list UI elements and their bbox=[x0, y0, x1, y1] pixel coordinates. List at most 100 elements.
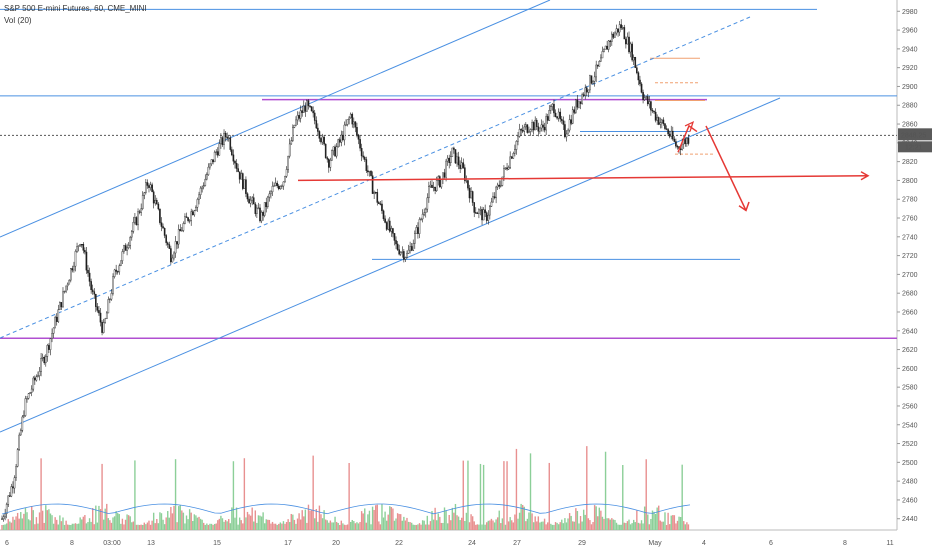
volume-bar bbox=[450, 520, 452, 530]
volume-bar bbox=[489, 520, 491, 530]
candle-body bbox=[27, 393, 30, 399]
volume-bar bbox=[420, 524, 422, 530]
candle-body bbox=[550, 106, 552, 111]
volume-bar bbox=[256, 522, 258, 530]
candle-body bbox=[87, 269, 89, 274]
candle-body bbox=[417, 227, 419, 234]
last-price-label: 2848.25 bbox=[901, 132, 926, 139]
candle-body bbox=[614, 32, 616, 38]
candle-body bbox=[537, 126, 540, 132]
volume-bar bbox=[301, 510, 303, 530]
volume-bar bbox=[406, 517, 408, 530]
candle-body bbox=[532, 122, 535, 131]
candle-body bbox=[256, 207, 258, 214]
volume-bar bbox=[648, 524, 651, 530]
candle-body bbox=[542, 124, 544, 128]
countdown-badge bbox=[898, 141, 932, 153]
candle-body bbox=[265, 202, 268, 208]
volume-bar bbox=[273, 523, 275, 530]
volume-bar bbox=[314, 518, 316, 530]
candle-body bbox=[363, 156, 366, 160]
candle-body bbox=[340, 134, 343, 143]
candle-body bbox=[82, 244, 85, 251]
volume-bar bbox=[35, 517, 38, 530]
volume-bar bbox=[295, 523, 297, 530]
volume-bar bbox=[565, 522, 568, 530]
candle-body bbox=[514, 149, 516, 154]
volume-bar bbox=[9, 521, 11, 530]
volume-bar bbox=[553, 524, 555, 530]
candle-body bbox=[464, 167, 466, 181]
volume-bar bbox=[32, 510, 34, 530]
candle-body bbox=[157, 203, 160, 210]
candle-body bbox=[407, 249, 410, 254]
candle-body bbox=[439, 176, 441, 188]
volume-bar bbox=[376, 504, 378, 530]
volume-bar bbox=[281, 523, 283, 530]
volume-bar bbox=[299, 519, 302, 530]
volume-bar bbox=[253, 521, 255, 530]
volume-bar bbox=[637, 522, 640, 530]
volume-bar bbox=[38, 512, 41, 530]
candle-body bbox=[5, 504, 8, 515]
candle-body bbox=[315, 120, 318, 129]
volume-bar bbox=[248, 514, 250, 530]
volume-bar bbox=[228, 519, 230, 530]
candle-body bbox=[43, 357, 46, 364]
volume-bar bbox=[48, 509, 50, 530]
candle-body bbox=[503, 168, 505, 178]
volume-bar bbox=[461, 517, 463, 530]
candle-body bbox=[501, 176, 504, 186]
volume-bar bbox=[370, 524, 372, 530]
volume-bar bbox=[328, 522, 330, 530]
candle-body bbox=[321, 136, 324, 143]
candle-body bbox=[529, 129, 532, 132]
volume-bar bbox=[478, 524, 480, 530]
candle-body bbox=[559, 111, 562, 120]
volume-bar bbox=[156, 519, 158, 530]
volume-bar bbox=[224, 520, 227, 530]
candle-body bbox=[601, 51, 604, 59]
candle-body bbox=[18, 434, 21, 450]
candle-body bbox=[104, 318, 106, 323]
volume-bar bbox=[578, 523, 580, 530]
volume-bar bbox=[623, 522, 626, 530]
candle-body bbox=[12, 486, 14, 489]
candle-body bbox=[140, 208, 142, 213]
candle-body bbox=[611, 33, 613, 42]
volume-bar bbox=[396, 513, 399, 530]
volume-bar bbox=[359, 521, 361, 530]
volume-bar bbox=[68, 524, 70, 530]
volume-bar bbox=[226, 521, 228, 530]
candle-body bbox=[212, 159, 214, 163]
candle-body bbox=[662, 119, 665, 124]
candle-body bbox=[168, 244, 171, 249]
candle-body bbox=[137, 211, 139, 226]
candle-body bbox=[80, 244, 83, 246]
candle-body bbox=[248, 198, 250, 204]
candle-body bbox=[654, 111, 657, 121]
volume-bar bbox=[515, 448, 518, 530]
volume-bar bbox=[437, 513, 439, 530]
candle-body bbox=[440, 178, 443, 188]
volume-bar bbox=[525, 521, 527, 530]
candle-body bbox=[424, 208, 427, 213]
volume-bar bbox=[346, 524, 349, 530]
candle-body bbox=[454, 149, 457, 164]
candle-body bbox=[254, 203, 257, 214]
volume-bar bbox=[296, 518, 299, 530]
volume-bar bbox=[684, 524, 687, 530]
candle-body bbox=[129, 236, 132, 246]
y-tick-label: 2740 bbox=[902, 234, 918, 241]
candle-body bbox=[645, 96, 648, 99]
volume-bar bbox=[157, 523, 160, 530]
candle-body bbox=[379, 203, 382, 205]
candle-body bbox=[504, 167, 507, 169]
volume-bar bbox=[52, 523, 55, 530]
volume-bar bbox=[287, 519, 289, 530]
volume-bar bbox=[98, 505, 100, 530]
volume-bar bbox=[495, 519, 497, 530]
volume-bar bbox=[567, 518, 569, 530]
volume-bar bbox=[274, 523, 277, 530]
